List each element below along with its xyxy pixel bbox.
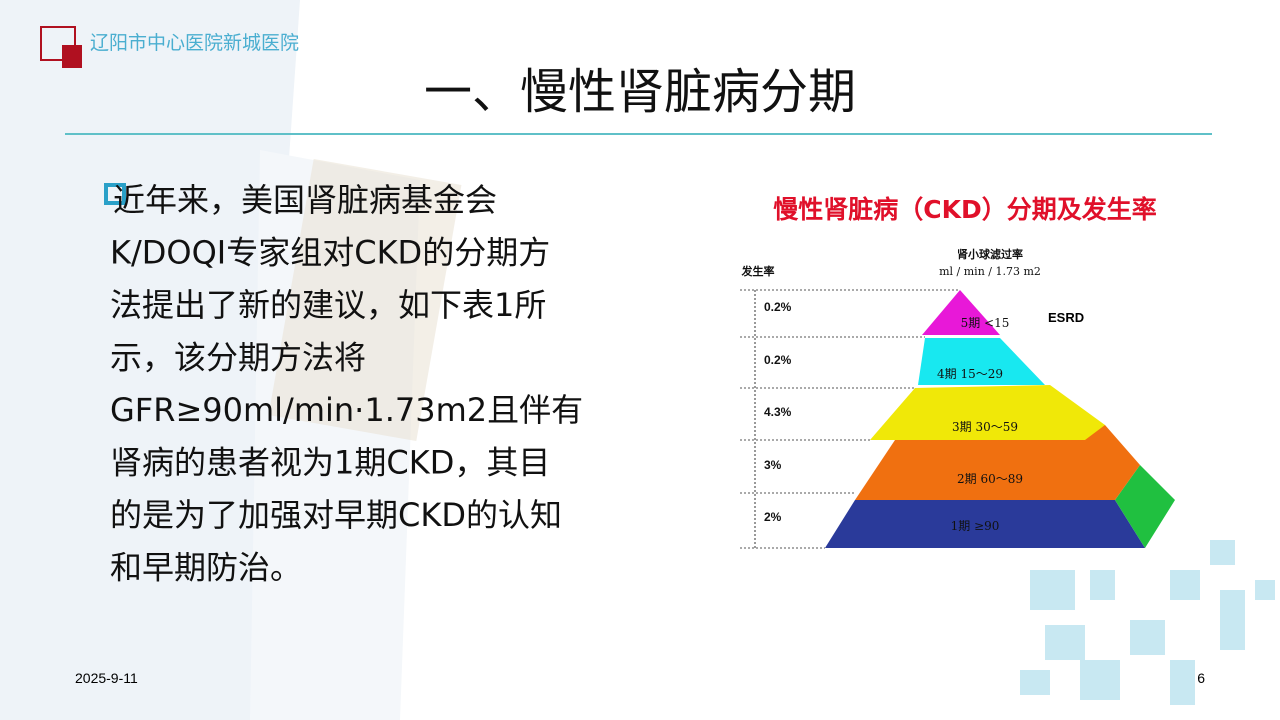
stage-label: 2期 60～89 <box>957 472 1023 486</box>
body-line: 示，该分期方法将 <box>110 339 366 377</box>
body-line: 肾病的患者视为1期CKD，其目 <box>110 444 550 482</box>
levels: 0.2% 5期 <15 0.2% 4期 15～29 4.3% 3期 30～59 3% 2期 6… <box>740 289 1023 549</box>
body-line: 近年来，美国肾脏病基金会 <box>113 181 497 219</box>
slide-title: 一、慢性肾脏病分期 <box>424 64 856 120</box>
stage-label: 3期 30～59 <box>952 420 1018 434</box>
stage-label: 4期 15～29 <box>937 367 1003 381</box>
rate-label: 4.3% <box>764 405 792 419</box>
logo-outline <box>40 26 76 61</box>
pyramid-level <box>855 425 1140 500</box>
footer-date: 2025-9-11 <box>75 670 138 686</box>
page-number: 6 <box>1197 670 1205 686</box>
pyramid-level <box>825 500 1145 548</box>
esrd-label: ESRD <box>1048 310 1084 325</box>
background-figure <box>0 0 300 720</box>
body-line: GFR≥90ml/min·1.73m2且伴有 <box>110 391 583 429</box>
body-line: 和早期防治。 <box>110 549 302 587</box>
rate-label: 0.2% <box>764 353 792 367</box>
clipboard <box>268 158 462 442</box>
stage-label: 5期 <15 <box>961 316 1010 330</box>
axis-label: 肾小球滤过率 <box>957 247 1023 261</box>
axis-label: 发生率 <box>741 264 775 278</box>
rate-label: 0.2% <box>764 300 792 314</box>
pyramid-side <box>1115 465 1175 548</box>
pyramid-level <box>918 338 1045 385</box>
body-line: K/DOQI专家组对CKD的分期方 <box>110 234 550 272</box>
body-line: 法提出了新的建议，如下表1所 <box>110 286 546 324</box>
body-line: 的是为了加强对早期CKD的认知 <box>110 496 562 534</box>
pyramid-level <box>922 290 1000 335</box>
rate-label: 2% <box>764 510 782 524</box>
decoration <box>1020 540 1275 705</box>
body-text: 近年来，美国肾脏病基金会 K/DOQI专家组对CKD的分期方法提出了新的建议，如下… <box>110 181 583 587</box>
organization: 辽阳市中心医院新城医院 <box>90 32 299 54</box>
figure-title: 慢性肾脏病（CKD）分期及发生率 <box>773 195 1156 224</box>
rate-label: 3% <box>764 458 782 472</box>
axis-unit: ml / min / 1.73 m2 <box>939 265 1041 278</box>
pyramid-level <box>870 385 1105 440</box>
logo-block <box>62 45 82 68</box>
stage-label: 1期 ≥90 <box>951 519 1000 533</box>
bullet <box>104 183 126 205</box>
